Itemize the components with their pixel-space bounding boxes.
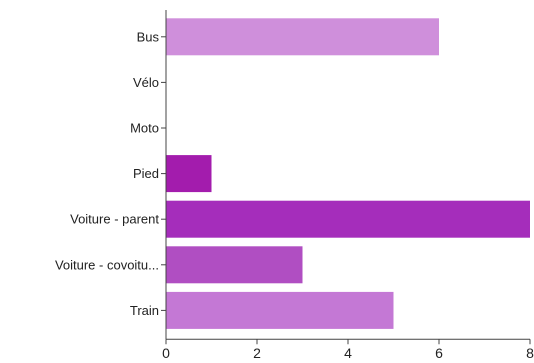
bar-0 [166,18,439,56]
bar-5 [166,246,303,284]
category-label: Voiture - covoitu... [55,257,159,272]
category-label: Moto [130,121,159,136]
category-label: Voiture - parent [70,212,159,227]
bar-3 [166,155,212,193]
axes-layer [161,10,531,345]
category-label: Vélo [133,75,159,90]
category-label: Pied [133,166,159,181]
x-tick-label: 0 [162,345,170,361]
category-label: Bus [137,29,160,44]
x-tick-label: 4 [344,345,352,361]
bars-layer [166,18,530,329]
labels-layer: Bus Vélo Moto Pied Voiture - parent Voiture -… [55,29,534,361]
bar-6 [166,291,394,329]
x-tick-label: 8 [526,345,534,361]
category-label: Train [130,303,159,318]
x-tick-label: 2 [253,345,261,361]
x-tick-label: 6 [435,345,443,361]
bar-4 [166,200,530,238]
